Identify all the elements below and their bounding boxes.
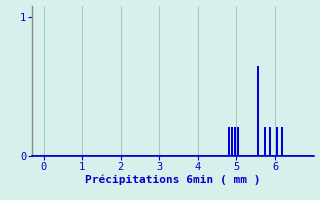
Bar — [281, 127, 283, 156]
Bar — [228, 127, 230, 156]
Bar — [269, 127, 271, 156]
Bar — [264, 127, 267, 156]
X-axis label: Précipitations 6min ( mm ): Précipitations 6min ( mm ) — [85, 174, 260, 185]
Bar — [257, 66, 259, 156]
Bar — [234, 127, 236, 156]
Bar — [276, 127, 278, 156]
Bar — [237, 127, 239, 156]
Bar — [231, 127, 233, 156]
